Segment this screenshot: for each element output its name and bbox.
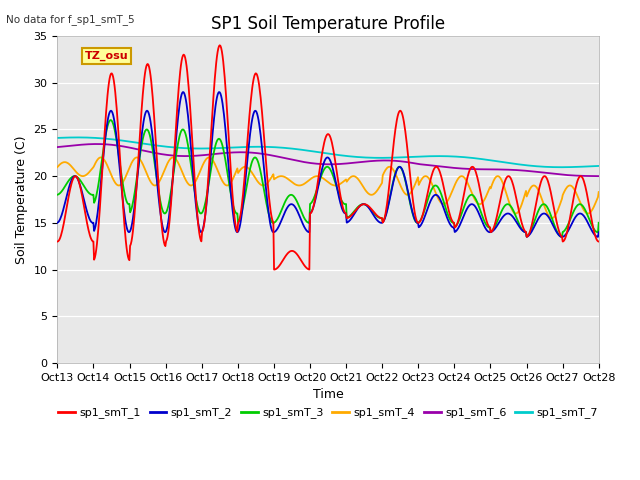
sp1_smT_6: [118, 143, 125, 149]
sp1_smT_6: [415, 161, 422, 167]
sp1_smT_2: [117, 179, 125, 184]
sp1_smT_1: [264, 188, 272, 194]
sp1_smT_6: [54, 144, 61, 150]
sp1_smT_7: [557, 164, 565, 170]
sp1_smT_7: [244, 144, 252, 150]
sp1_smT_4: [54, 164, 61, 170]
Text: TZ_osu: TZ_osu: [84, 51, 128, 61]
sp1_smT_7: [595, 163, 602, 169]
sp1_smT_3: [415, 219, 422, 225]
sp1_smT_2: [218, 93, 225, 99]
sp1_smT_3: [244, 176, 252, 182]
sp1_smT_4: [264, 179, 272, 185]
Line: sp1_smT_2: sp1_smT_2: [58, 92, 598, 237]
sp1_smT_2: [595, 229, 602, 235]
Line: sp1_smT_6: sp1_smT_6: [58, 144, 598, 176]
sp1_smT_3: [595, 220, 602, 226]
sp1_smT_3: [385, 201, 392, 207]
sp1_smT_4: [385, 164, 392, 170]
sp1_smT_3: [218, 139, 225, 144]
sp1_smT_3: [54, 192, 61, 198]
sp1_smT_1: [385, 184, 393, 190]
sp1_smT_7: [415, 154, 422, 159]
sp1_smT_6: [218, 150, 225, 156]
sp1_smT_6: [244, 150, 252, 156]
sp1_smT_1: [117, 170, 125, 176]
sp1_smT_1: [244, 131, 252, 137]
sp1_smT_7: [118, 138, 125, 144]
sp1_smT_2: [179, 89, 187, 95]
sp1_smT_2: [558, 234, 566, 240]
sp1_smT_7: [74, 134, 82, 140]
sp1_smT_1: [216, 42, 223, 48]
Line: sp1_smT_4: sp1_smT_4: [58, 157, 598, 218]
sp1_smT_2: [244, 151, 252, 157]
sp1_smT_4: [595, 189, 602, 195]
sp1_smT_2: [264, 208, 272, 214]
sp1_smT_4: [205, 155, 213, 160]
sp1_smT_6: [385, 157, 392, 163]
sp1_smT_7: [264, 144, 272, 150]
Line: sp1_smT_3: sp1_smT_3: [58, 120, 598, 237]
sp1_smT_1: [218, 45, 225, 51]
Y-axis label: Soil Temperature (C): Soil Temperature (C): [15, 135, 28, 264]
sp1_smT_4: [244, 165, 252, 171]
sp1_smT_4: [117, 181, 125, 187]
sp1_smT_6: [264, 152, 272, 157]
sp1_smT_3: [106, 117, 114, 123]
sp1_smT_1: [595, 239, 602, 244]
X-axis label: Time: Time: [313, 388, 344, 401]
Text: No data for f_sp1_smT_5: No data for f_sp1_smT_5: [6, 14, 135, 25]
sp1_smT_4: [415, 182, 422, 188]
sp1_smT_3: [118, 173, 125, 179]
Legend: sp1_smT_1, sp1_smT_2, sp1_smT_3, sp1_smT_4, sp1_smT_6, sp1_smT_7: sp1_smT_1, sp1_smT_2, sp1_smT_3, sp1_smT…: [54, 403, 602, 423]
sp1_smT_6: [93, 141, 100, 147]
sp1_smT_1: [270, 267, 278, 273]
sp1_smT_2: [54, 220, 61, 226]
sp1_smT_4: [548, 216, 556, 221]
sp1_smT_7: [218, 145, 225, 151]
sp1_smT_4: [218, 176, 225, 181]
sp1_smT_7: [54, 135, 61, 141]
sp1_smT_3: [264, 210, 272, 216]
Line: sp1_smT_1: sp1_smT_1: [58, 45, 598, 270]
sp1_smT_6: [595, 173, 602, 179]
sp1_smT_2: [415, 224, 422, 230]
sp1_smT_2: [385, 203, 392, 208]
Title: SP1 Soil Temperature Profile: SP1 Soil Temperature Profile: [211, 15, 445, 33]
sp1_smT_3: [558, 234, 566, 240]
sp1_smT_1: [415, 219, 423, 225]
sp1_smT_1: [54, 239, 61, 244]
Line: sp1_smT_7: sp1_smT_7: [58, 137, 598, 167]
sp1_smT_7: [385, 155, 392, 161]
